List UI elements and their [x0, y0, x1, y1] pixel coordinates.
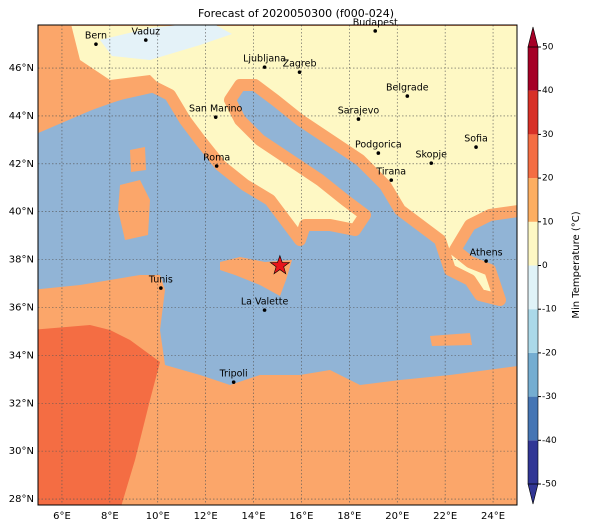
city-dot: [262, 65, 267, 69]
title: Forecast of 2020050300 (f000-024): [198, 7, 394, 20]
city-label: Athens: [470, 248, 503, 259]
city-label: Tirana: [375, 167, 406, 178]
x-tick-label: 8°E: [101, 511, 119, 522]
city-label: Bern: [85, 31, 107, 42]
colorbar-tick-label: 20: [542, 174, 554, 184]
y-tick-label: 38°N: [9, 255, 34, 266]
forecast-marker: [269, 254, 291, 275]
city-dot: [474, 145, 478, 149]
city-dot: [214, 164, 219, 168]
colorbar-bin: [528, 47, 538, 91]
y-tick-label: 36°N: [9, 302, 34, 313]
city-dot: [376, 151, 381, 155]
alps-cold: [100, 25, 232, 60]
city-dot: [213, 115, 218, 119]
city-label: Tunis: [148, 275, 173, 286]
y-tick-label: 46°N: [9, 63, 34, 74]
colorbar-bin: [528, 178, 538, 222]
city-label: Zagreb: [283, 59, 317, 70]
city-label: Skopje: [415, 150, 447, 161]
sicily: [220, 257, 292, 296]
colorbar-label: Min Temperature (°C): [571, 211, 582, 318]
colorbar-tick-label: -10: [542, 305, 557, 315]
x-tick-label: 10°E: [146, 511, 170, 522]
x-tick-label: 24°E: [481, 511, 505, 522]
city-dot: [429, 161, 434, 165]
city-dot: [231, 380, 236, 384]
europe-land: [38, 25, 517, 306]
africa-land: [38, 275, 517, 505]
colorbar-extend-top: [527, 26, 539, 48]
city-label: Podgorica: [355, 140, 402, 151]
city-dot: [94, 42, 98, 46]
colorbar-bin: [528, 221, 538, 266]
city-dot: [484, 259, 488, 263]
colorbar-bin: [528, 134, 538, 179]
city-dot: [356, 117, 361, 121]
city-label: San Marino: [189, 104, 242, 115]
city-label: La Valette: [241, 297, 289, 308]
city-dot: [297, 70, 302, 74]
colorbar-bin: [528, 309, 538, 353]
city-label: Vaduz: [131, 27, 160, 38]
colorbar-tick-label: 10: [542, 217, 554, 227]
city-dot: [389, 178, 394, 182]
grid: 6°E 8°E 10°E 12°E 14°E 16°E 18°E 20°E 22°E 24°E 28…: [9, 25, 517, 522]
city-label: Belgrade: [386, 83, 429, 94]
city-label: Ljubljana: [243, 54, 286, 65]
city-dot: [159, 286, 163, 290]
x-tick-label: 20°E: [385, 511, 409, 522]
colorbar-tick-label: 40: [542, 86, 554, 96]
colorbar: -50 -40 -30 -20 -10 0 10 20 30 40 50: [527, 26, 557, 505]
colorbar-tick-label: -30: [542, 392, 557, 402]
x-tick-label: 16°E: [289, 511, 313, 522]
africa-hot: [38, 325, 160, 505]
colorbar-bin: [528, 440, 538, 484]
x-tick-label: 6°E: [53, 511, 71, 522]
x-tick-label: 12°E: [194, 511, 218, 522]
crete: [430, 333, 472, 346]
map-frame: [37, 24, 518, 506]
colorbar-tick-label: 50: [542, 43, 554, 53]
city-dot: [143, 38, 148, 42]
colorbar-bin: [528, 90, 538, 135]
city-dot: [262, 308, 267, 312]
city-dot: [373, 29, 378, 33]
colorbar-tick-label: -50: [542, 480, 557, 490]
colorbar-tick-label: -40: [542, 436, 557, 446]
colorbar-bin: [528, 265, 538, 310]
colorbar-tick-label: 30: [542, 130, 554, 140]
city-label: Budapest: [353, 17, 398, 28]
city-label: Roma: [203, 153, 230, 164]
y-tick-label: 32°N: [9, 398, 34, 409]
colorbar-bin: [528, 352, 538, 397]
colorbar-extend-bottom: [527, 483, 539, 505]
city-label: Tripoli: [219, 369, 248, 380]
y-tick-label: 30°N: [9, 446, 34, 457]
colorbar-tick-label: 0: [542, 261, 548, 271]
y-tick-label: 34°N: [9, 350, 34, 361]
colorbar-bin: [528, 396, 538, 441]
x-tick-label: 14°E: [242, 511, 266, 522]
y-tick-label: 42°N: [9, 159, 34, 170]
y-tick-label: 40°N: [9, 207, 34, 218]
city-label: Sofia: [464, 134, 488, 145]
y-tick-label: 44°N: [9, 111, 34, 122]
colorbar-tick-label: -20: [542, 348, 557, 358]
city-dot: [405, 94, 410, 98]
sardinia: [118, 180, 150, 240]
x-tick-label: 18°E: [337, 511, 361, 522]
corsica: [130, 147, 146, 172]
france-warm: [38, 25, 165, 130]
x-tick-label: 22°E: [433, 511, 457, 522]
city-label: Sarajevo: [338, 106, 380, 117]
y-tick-label: 28°N: [9, 494, 34, 505]
